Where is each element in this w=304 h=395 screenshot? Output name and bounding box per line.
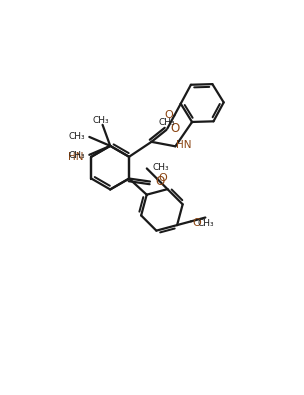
Text: O: O xyxy=(192,218,201,228)
Text: O: O xyxy=(171,122,180,135)
Text: O: O xyxy=(155,175,164,188)
Text: O: O xyxy=(165,110,174,120)
Text: HN: HN xyxy=(68,152,84,162)
Text: CH₃: CH₃ xyxy=(68,151,85,160)
Text: CH₃: CH₃ xyxy=(153,164,169,172)
Text: O: O xyxy=(159,173,168,182)
Text: HN: HN xyxy=(176,140,192,150)
Text: CH₃: CH₃ xyxy=(93,116,109,125)
Text: CH₃: CH₃ xyxy=(159,118,176,127)
Text: CH₃: CH₃ xyxy=(197,219,214,228)
Text: CH₃: CH₃ xyxy=(68,132,85,141)
